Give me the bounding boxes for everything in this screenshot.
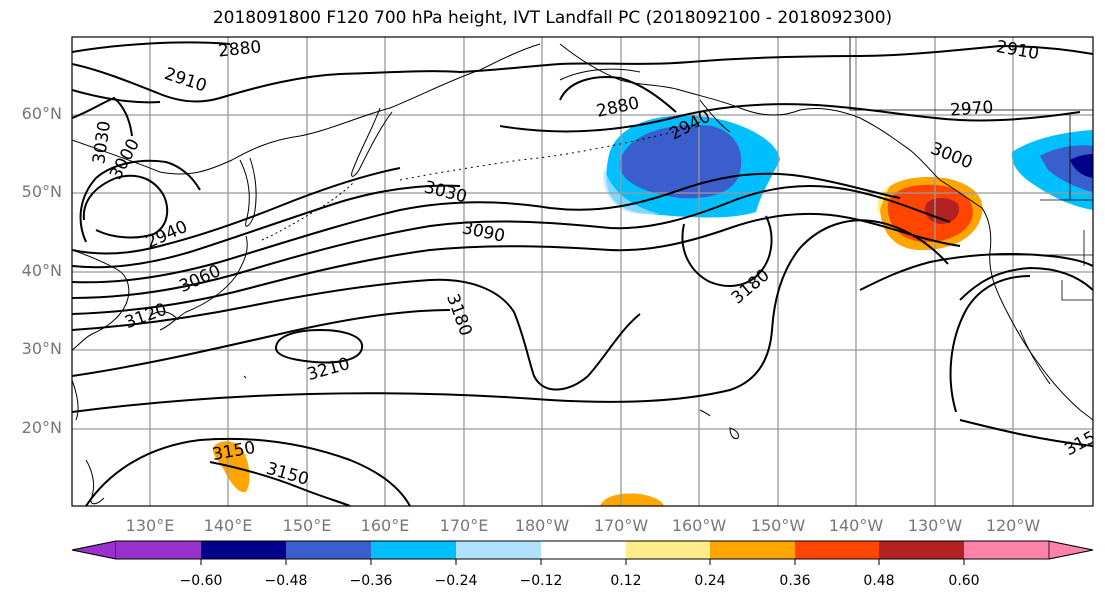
coastlines xyxy=(72,37,1093,505)
contour-label: 3120 xyxy=(122,300,169,334)
colorbar-tick-label: 0.24 xyxy=(694,573,726,589)
lon-label-130e: 130°E xyxy=(125,516,175,535)
lon-label-160w: 160°W xyxy=(671,516,727,535)
lat-label-20n: 20°N xyxy=(21,418,62,437)
colorbar-tick-label: −0.24 xyxy=(434,573,478,589)
colorbar-segment xyxy=(371,541,456,559)
contour-label: 315 xyxy=(1061,427,1099,460)
colorbar-ticks xyxy=(200,559,965,565)
contour-label: 3150 xyxy=(264,459,311,490)
lon-label-160e: 160°E xyxy=(360,516,410,535)
colorbar-tick-label: 0.12 xyxy=(610,573,642,589)
lon-label-140e: 140°E xyxy=(203,516,253,535)
colorbar-tick-label: −0.12 xyxy=(519,573,563,589)
contour-label: 2970 xyxy=(949,98,994,121)
colorbar-tick-label: 0.36 xyxy=(779,573,811,589)
contour-label: 2910 xyxy=(994,37,1040,64)
lat-label-30n: 30°N xyxy=(21,339,62,358)
lat-label-50n: 50°N xyxy=(21,182,62,201)
colorbar-segment xyxy=(964,541,1049,559)
colorbar-segment xyxy=(201,541,286,559)
colorbar-tick-label: −0.36 xyxy=(349,573,393,589)
colorbar xyxy=(71,540,1094,565)
colorbar-under-arrow xyxy=(71,540,117,560)
colorbar-tick-label: −0.60 xyxy=(179,573,223,589)
contour-label: 3210 xyxy=(305,354,352,385)
lon-label-120w: 120°W xyxy=(985,516,1041,535)
colorbar-segment xyxy=(456,541,541,559)
ivt-shading xyxy=(212,115,1093,506)
colorbar-segment xyxy=(879,541,964,559)
contour-label: 3180 xyxy=(442,291,476,338)
lon-label-140w: 140°W xyxy=(828,516,884,535)
colorbar-tick-label: −0.48 xyxy=(264,573,308,589)
lon-label-180w: 180°W xyxy=(514,516,570,535)
colorbar-segment xyxy=(116,541,201,559)
colorbar-segment xyxy=(795,541,879,559)
lon-label-150e: 150°E xyxy=(282,516,332,535)
lon-label-170e: 170°E xyxy=(439,516,489,535)
colorbar-over-arrow xyxy=(1048,540,1094,560)
map-title: 2018091800 F120 700 hPa height, IVT Land… xyxy=(212,8,893,28)
colorbar-segment xyxy=(626,541,710,559)
contour-label: 2910 xyxy=(162,64,209,96)
colorbar-tick-label: 0.60 xyxy=(948,573,980,589)
lon-label-150w: 150°W xyxy=(750,516,806,535)
map-frame xyxy=(71,36,1094,507)
contour-label: 3150 xyxy=(211,438,257,465)
lat-label-60n: 60°N xyxy=(21,104,62,123)
contour-label: 3030 xyxy=(89,120,115,166)
contour-label: 2880 xyxy=(595,93,641,122)
lon-label-130w: 130°W xyxy=(907,516,963,535)
graticule xyxy=(72,37,1093,506)
contour-label: 2880 xyxy=(217,37,262,61)
colorbar-segment xyxy=(286,541,371,559)
colorbar-segment xyxy=(541,541,626,559)
height-contours xyxy=(72,41,1093,506)
colorbar-segment xyxy=(710,541,795,559)
colorbar-tick-label: 0.48 xyxy=(863,573,895,589)
lon-label-170w: 170°W xyxy=(593,516,649,535)
lat-label-40n: 40°N xyxy=(21,261,62,280)
